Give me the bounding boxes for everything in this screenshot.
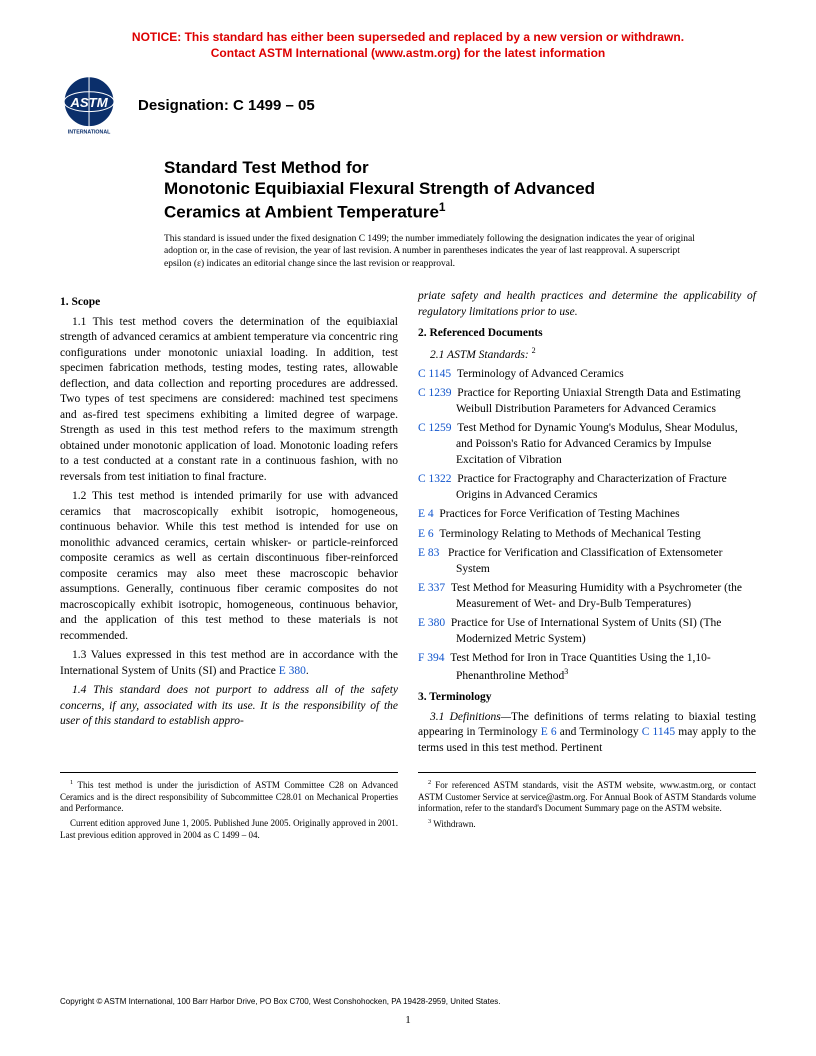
ref-code[interactable]: E 6 [418, 528, 434, 540]
ref-item: E 6 Terminology Relating to Methods of M… [418, 527, 756, 543]
title-l2: Monotonic Equibiaxial Flexural Strength … [164, 178, 756, 199]
scope-1-1: 1.1 This test method covers the determin… [60, 315, 398, 486]
title-l3: Ceramics at Ambient Temperature1 [164, 200, 756, 223]
designation: Designation: C 1499 – 05 [138, 97, 315, 114]
term-3-1: 3.1 Definitions—The definitions of terms… [418, 710, 756, 757]
footnote-3: 3 Withdrawn. [418, 818, 756, 831]
ref-e6-inline[interactable]: E 6 [541, 726, 557, 738]
notice-banner: NOTICE: This standard has either been su… [60, 30, 756, 61]
notice-line2: Contact ASTM International (www.astm.org… [211, 46, 605, 60]
astm-logo: ASTM INTERNATIONAL [60, 75, 126, 135]
ref-item: C 1239 Practice for Reporting Uniaxial S… [418, 386, 756, 417]
scope-1-4-cont: priate safety and health practices and d… [418, 289, 756, 320]
footnote-2: 2 For referenced ASTM standards, visit t… [418, 779, 756, 815]
ref-c1145-inline[interactable]: C 1145 [642, 726, 675, 738]
refs-head: 2. Referenced Documents [418, 326, 756, 342]
ref-code[interactable]: F 394 [418, 652, 445, 664]
scope-1-4: 1.4 This standard does not purport to ad… [60, 683, 398, 730]
ref-code[interactable]: C 1322 [418, 473, 452, 485]
ref-code[interactable]: E 380 [418, 617, 445, 629]
copyright: Copyright © ASTM International, 100 Barr… [60, 997, 501, 1006]
ref-e380-inline[interactable]: E 380 [279, 665, 306, 677]
ref-item: C 1322 Practice for Fractography and Cha… [418, 472, 756, 503]
ref-code[interactable]: C 1239 [418, 387, 452, 399]
issued-note: This standard is issued under the fixed … [164, 233, 704, 271]
page-number: 1 [0, 1014, 816, 1026]
ref-code[interactable]: E 83 [418, 547, 439, 559]
ref-code[interactable]: C 1259 [418, 422, 452, 434]
footnote-1b: Current edition approved June 1, 2005. P… [60, 818, 398, 841]
footnote-left: 1 This test method is under the jurisdic… [60, 772, 398, 844]
footnote-right: 2 For referenced ASTM standards, visit t… [418, 772, 756, 844]
term-head: 3. Terminology [418, 690, 756, 706]
ref-code[interactable]: C 1145 [418, 368, 451, 380]
ref-item: E 83 Practice for Verification and Class… [418, 546, 756, 577]
ref-item: E 4 Practices for Force Verification of … [418, 507, 756, 523]
ref-item: C 1145 Terminology of Advanced Ceramics [418, 367, 756, 383]
notice-line1: NOTICE: This standard has either been su… [132, 30, 684, 44]
svg-text:INTERNATIONAL: INTERNATIONAL [68, 130, 111, 136]
scope-1-3: 1.3 Values expressed in this test method… [60, 648, 398, 679]
title-l1: Standard Test Method for [164, 157, 756, 178]
page: NOTICE: This standard has either been su… [0, 0, 816, 885]
left-column: 1. Scope 1.1 This test method covers the… [60, 289, 398, 760]
header-row: ASTM INTERNATIONAL Designation: C 1499 –… [60, 75, 756, 135]
refs-sub: 2.1 ASTM Standards: 2 [418, 346, 756, 363]
scope-head: 1. Scope [60, 295, 398, 311]
svg-text:ASTM: ASTM [69, 95, 108, 110]
title-block: Standard Test Method for Monotonic Equib… [164, 157, 756, 222]
ref-item: E 337 Test Method for Measuring Humidity… [418, 581, 756, 612]
ref-code[interactable]: E 337 [418, 582, 445, 594]
ref-item: E 380 Practice for Use of International … [418, 616, 756, 647]
right-column: priate safety and health practices and d… [418, 289, 756, 760]
ref-item: F 394 Test Method for Iron in Trace Quan… [418, 651, 756, 684]
body-columns: 1. Scope 1.1 This test method covers the… [60, 289, 756, 760]
scope-1-2: 1.2 This test method is intended primari… [60, 489, 398, 644]
footnotes: 1 This test method is under the jurisdic… [60, 772, 756, 844]
footnote-1: 1 This test method is under the jurisdic… [60, 779, 398, 815]
ref-code[interactable]: E 4 [418, 508, 434, 520]
ref-item: C 1259 Test Method for Dynamic Young's M… [418, 421, 756, 468]
